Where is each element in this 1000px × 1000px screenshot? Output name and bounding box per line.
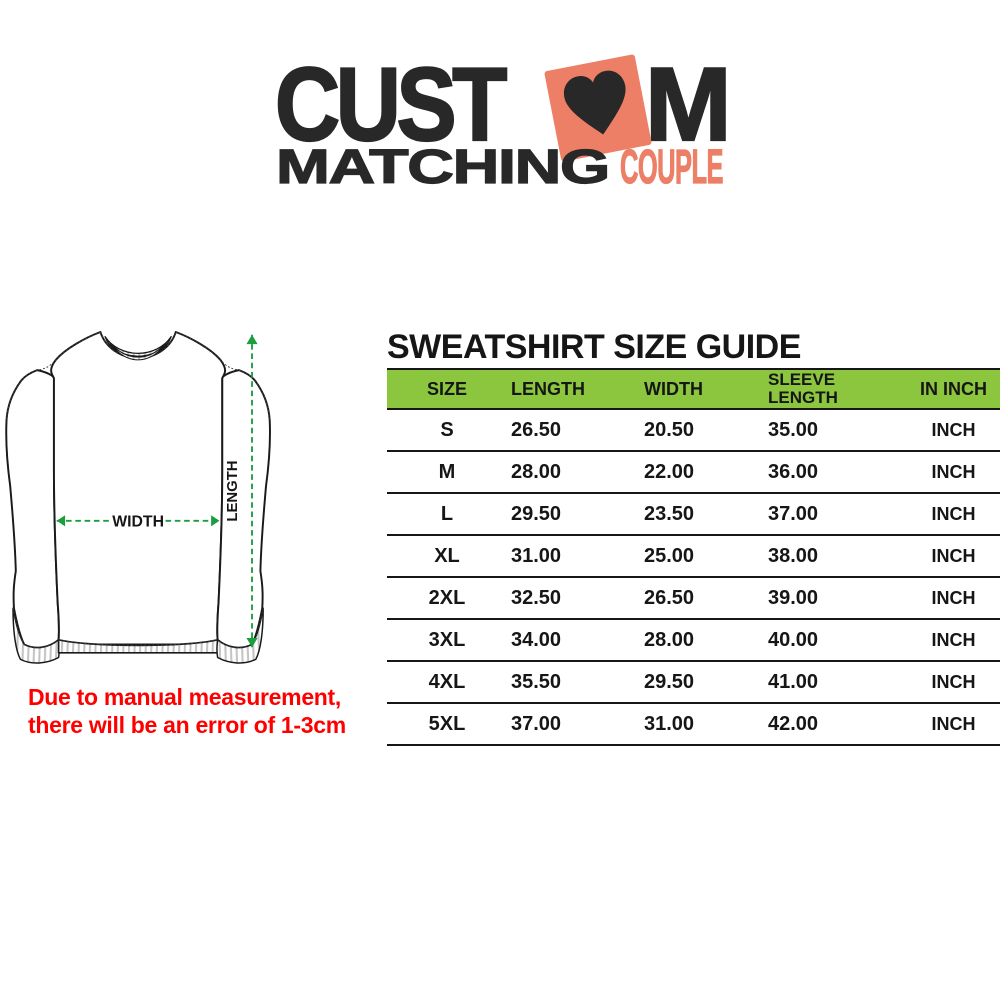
svg-text:LENGTH: LENGTH xyxy=(225,460,241,521)
svg-text:MATCHING: MATCHING xyxy=(276,141,609,194)
svg-text:WIDTH: WIDTH xyxy=(112,513,164,530)
svg-text:COUPLE: COUPLE xyxy=(620,141,723,194)
